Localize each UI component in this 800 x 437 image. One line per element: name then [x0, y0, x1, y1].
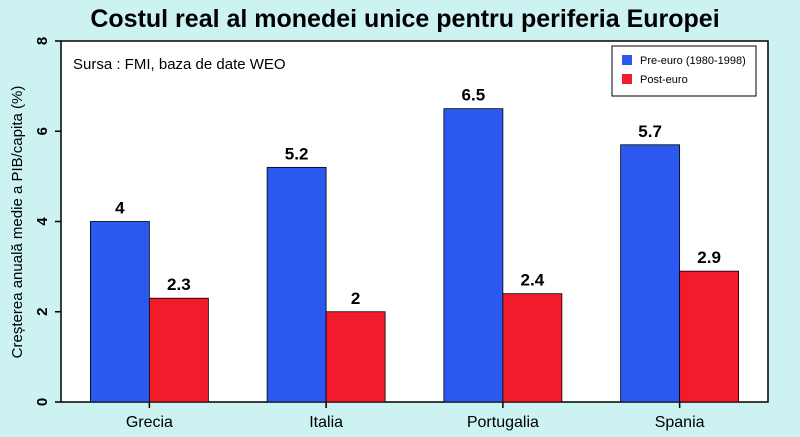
legend-swatch-post-euro [622, 74, 632, 84]
x-tick-label-grecia: Grecia [126, 414, 173, 431]
bar-value-label: 4 [115, 199, 125, 218]
chart-title: Costul real al monedei unice pentru peri… [90, 5, 719, 33]
legend-label-post-euro: Post-euro [640, 74, 688, 86]
y-tick-label: 2 [34, 308, 51, 316]
source-note: Sursa : FMI, baza de date WEO [73, 56, 286, 73]
x-tick-label-portugalia: Portugalia [467, 414, 539, 431]
bar-value-label: 2 [351, 289, 360, 308]
bar-value-label: 5.2 [285, 144, 309, 163]
bar-value-label: 2.4 [521, 271, 545, 290]
x-tick-label-spania: Spania [655, 414, 705, 431]
legend: Pre-euro (1980-1998) Post-euro [611, 45, 757, 97]
bar-post-euro-italia [325, 311, 386, 403]
y-tick-label: 8 [34, 37, 51, 45]
bar-value-label: 2.3 [167, 275, 191, 294]
bar-post-euro-grecia [148, 297, 209, 403]
bar-pre-euro-spania [620, 144, 681, 403]
bar-value-label: 2.9 [697, 248, 721, 267]
legend-swatch-pre-euro [622, 55, 632, 65]
bar-post-euro-spania [679, 270, 740, 403]
legend-label-pre-euro: Pre-euro (1980-1998) [640, 55, 746, 67]
bar-value-label: 6.5 [462, 86, 486, 105]
y-axis-ticks: 0 2 4 6 8 [34, 37, 61, 406]
x-tick-label-italia: Italia [309, 414, 343, 431]
bar-pre-euro-italia [266, 166, 327, 403]
y-tick-label: 6 [34, 127, 51, 135]
bar-value-label: 5.7 [638, 122, 662, 141]
bar-pre-euro-grecia [89, 221, 150, 403]
y-axis-label: Creșterea anuală medie a PIB/capita (%) [9, 86, 26, 359]
bars-group [89, 108, 740, 403]
y-tick-label: 4 [34, 217, 51, 226]
y-tick-label: 0 [34, 398, 51, 406]
value-labels-group: 4 2.3 5.2 2 6.5 2.4 5.7 2.9 [115, 86, 721, 308]
bar-post-euro-portugalia [502, 293, 563, 403]
bar-pre-euro-portugalia [443, 108, 504, 403]
legend-box [611, 45, 757, 97]
x-axis-ticks: Grecia Italia Portugalia Spania [126, 402, 705, 431]
